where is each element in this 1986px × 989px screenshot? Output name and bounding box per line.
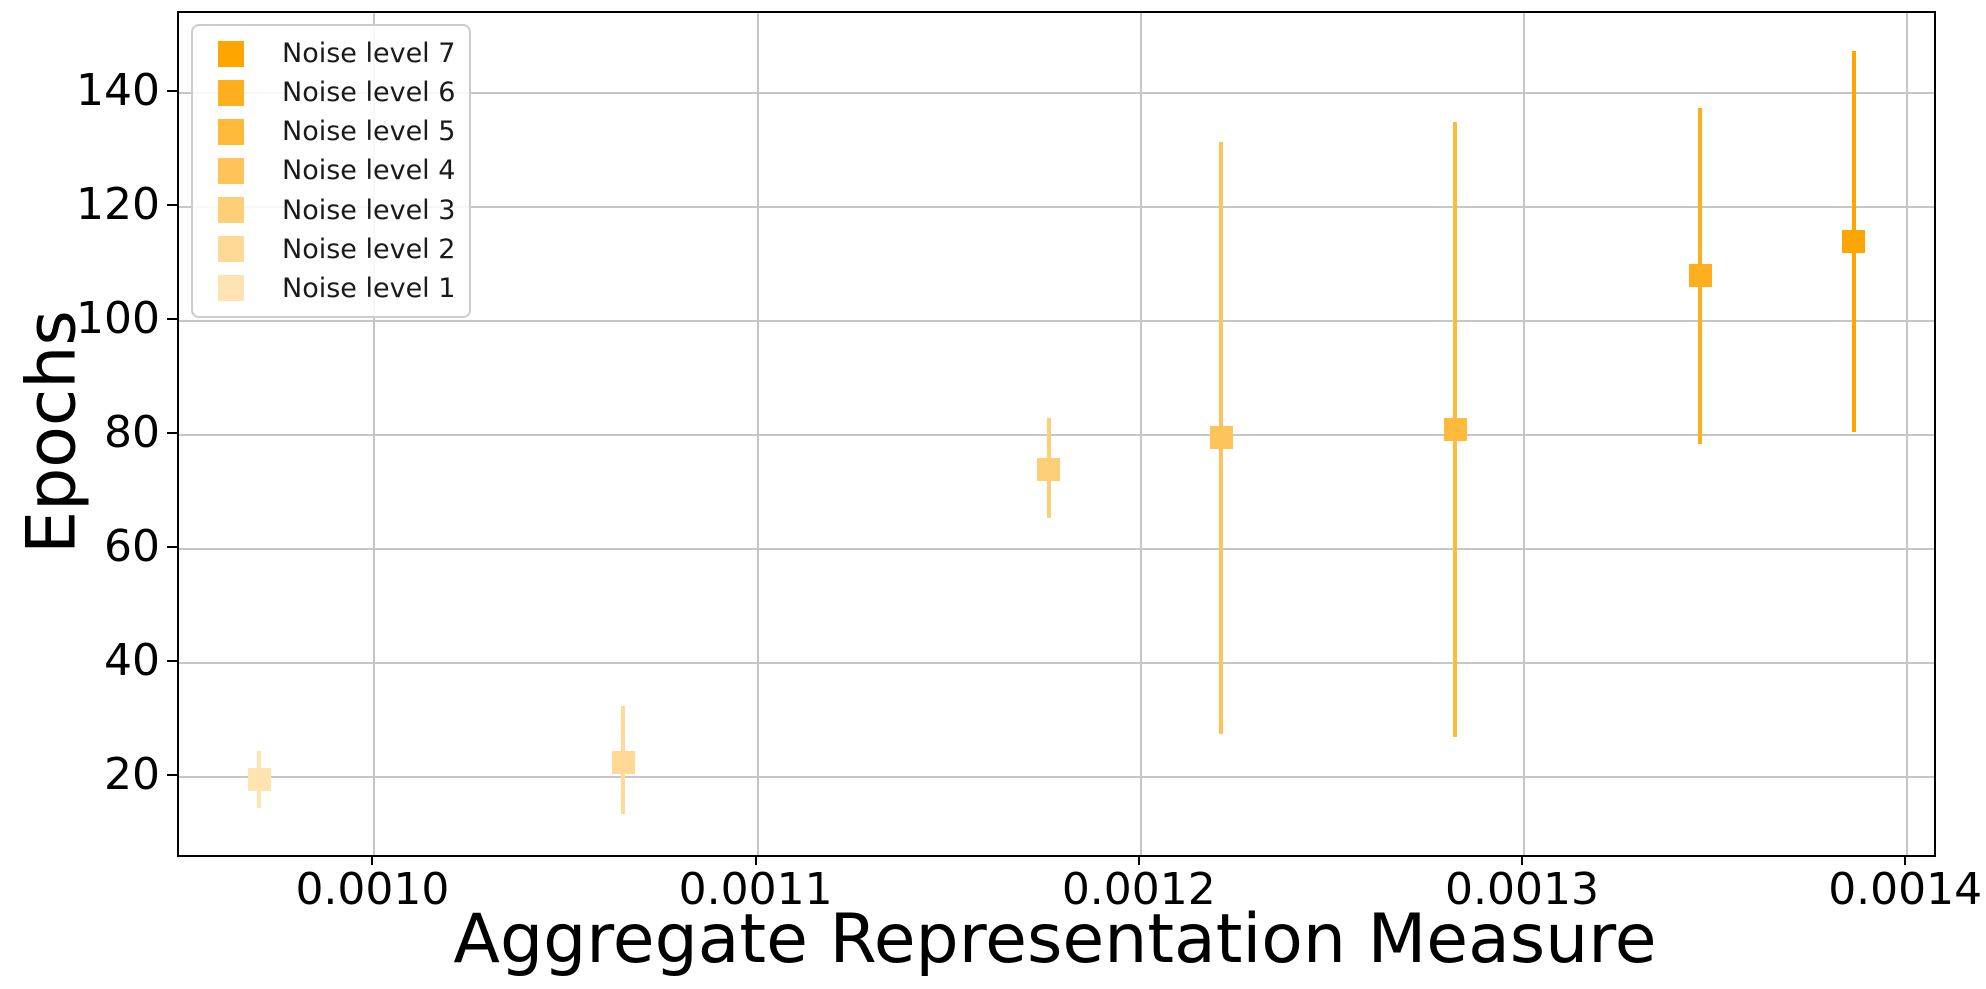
x-tick-mark: [371, 855, 374, 865]
x-axis-label: Aggregate Representation Measure: [453, 900, 1657, 979]
legend-swatch: [218, 118, 244, 145]
legend-item: Noise level 4: [218, 154, 469, 188]
legend-item: Noise level 2: [218, 232, 469, 266]
x-gridline: [373, 13, 376, 855]
data-point: [611, 751, 635, 775]
y-tick-label: 100: [76, 293, 160, 345]
legend-item-label: Noise level 6: [282, 77, 456, 109]
y-tick-label: 140: [76, 65, 160, 117]
plot-area: Noise level 7 Noise level 6 Noise level 5 N…: [177, 11, 1936, 857]
legend-item-label: Noise level 3: [282, 194, 456, 226]
x-tick-label: 0.0014: [1828, 864, 1983, 915]
x-gridline: [1906, 13, 1909, 855]
legend-item-label: Noise level 4: [282, 155, 456, 187]
y-tick-mark: [167, 773, 177, 776]
x-gridline: [1522, 13, 1525, 855]
data-point: [1209, 426, 1233, 450]
legend-swatch: [218, 236, 244, 263]
x-gridline: [756, 13, 759, 855]
x-tick-mark: [1137, 855, 1140, 865]
data-point: [1842, 229, 1866, 253]
legend-item: Noise level 6: [218, 76, 469, 110]
legend-item-label: Noise level 2: [282, 233, 456, 265]
y-gridline: [179, 434, 1934, 437]
y-tick-label: 20: [104, 748, 160, 800]
legend-item: Noise level 3: [218, 193, 469, 227]
x-tick-label: 0.0013: [1445, 864, 1599, 915]
y-tick-mark: [167, 660, 177, 662]
legend-swatch: [218, 197, 244, 224]
legend-item: Noise level 5: [218, 115, 469, 149]
y-tick-mark: [167, 318, 177, 321]
x-tick-label: 0.0011: [678, 864, 833, 915]
legend-swatch: [218, 157, 244, 184]
data-point: [1037, 457, 1061, 481]
y-gridline: [179, 206, 1934, 209]
y-tick-mark: [167, 432, 177, 435]
x-tick-mark: [754, 855, 757, 865]
legend-item: Noise level 7: [218, 37, 469, 71]
y-gridline: [179, 662, 1934, 664]
legend-item-label: Noise level 7: [282, 38, 456, 70]
y-axis-label: Epochs: [12, 310, 92, 554]
legend-item: Noise level 1: [218, 271, 469, 305]
legend: Noise level 7 Noise level 6 Noise level 5 N…: [191, 24, 471, 318]
x-tick-mark: [1904, 855, 1907, 865]
x-gridline: [1139, 13, 1142, 855]
x-tick-mark: [1520, 855, 1523, 865]
data-point: [1688, 264, 1712, 288]
x-tick-label: 0.0012: [1061, 864, 1216, 915]
y-tick-label: 60: [104, 521, 160, 573]
data-point: [247, 768, 271, 792]
data-point: [1443, 417, 1467, 441]
y-gridline: [179, 775, 1934, 778]
y-tick-label: 80: [104, 407, 160, 459]
y-gridline: [179, 92, 1934, 95]
x-tick-label: 0.0010: [295, 864, 450, 915]
legend-item-label: Noise level 1: [282, 272, 456, 304]
legend-swatch: [218, 40, 244, 67]
legend-swatch: [218, 275, 244, 302]
y-gridline: [179, 320, 1934, 323]
y-tick-mark: [167, 546, 177, 549]
y-tick-label: 120: [76, 179, 160, 231]
legend-item-label: Noise level 5: [282, 116, 456, 148]
y-gridline: [179, 548, 1934, 551]
y-tick-mark: [167, 90, 177, 93]
legend-swatch: [218, 79, 244, 106]
y-tick-label: 40: [104, 635, 160, 686]
y-tick-mark: [167, 204, 177, 207]
